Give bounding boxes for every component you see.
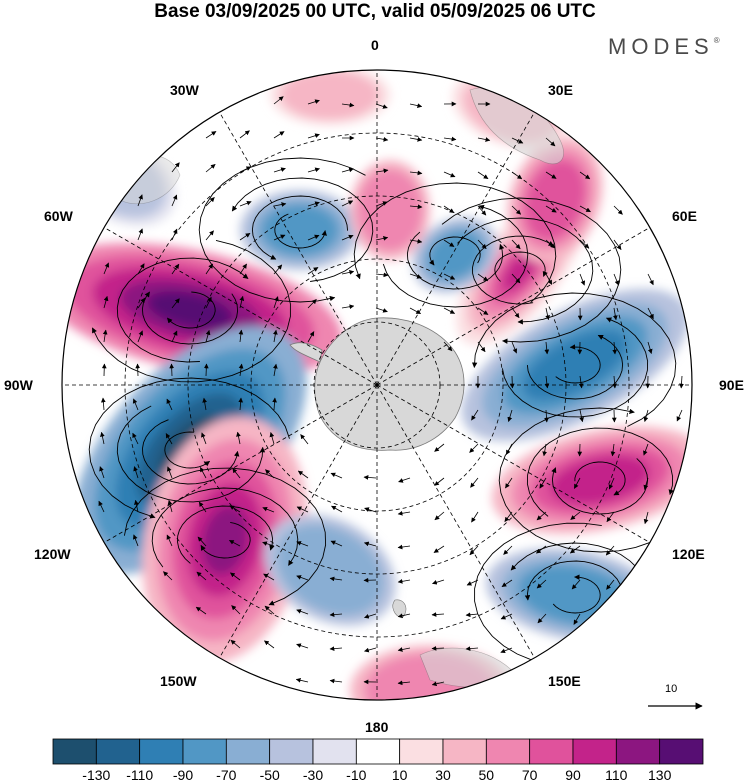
colorbar — [53, 739, 703, 764]
colorbar-swatch — [270, 739, 313, 764]
colorbar-tick-label: -10 — [346, 767, 366, 783]
reference-vector-label: 10 — [665, 683, 677, 695]
colorbar-swatch — [660, 739, 703, 764]
colorbar-tick-label: -30 — [303, 767, 323, 783]
polar-map — [0, 0, 750, 783]
modes-logo: MODES® — [608, 34, 720, 60]
colorbar-swatch — [486, 739, 529, 764]
brand-text: MODES — [608, 34, 714, 59]
colorbar-swatch — [313, 739, 356, 764]
colorbar-tick-label: 130 — [648, 767, 671, 783]
colorbar-swatch — [226, 739, 269, 764]
colorbar-tick-label: 110 — [605, 767, 627, 783]
lon-label-60e: 60E — [672, 208, 697, 224]
colorbar-tick-label: 90 — [565, 767, 581, 783]
lon-label-180: 180 — [365, 719, 388, 735]
colorbar-swatch — [400, 739, 443, 764]
lon-label-0: 0 — [371, 37, 379, 53]
registered-mark: ® — [714, 36, 720, 45]
flow-arrow — [206, 364, 207, 376]
colorbar-tick-label: -50 — [260, 767, 280, 783]
colorbar-tick-label: -70 — [216, 767, 236, 783]
colorbar-swatch — [573, 739, 616, 764]
lon-label-150e: 150E — [548, 673, 581, 689]
lon-label-120w: 120W — [34, 546, 71, 562]
flow-arrow — [172, 364, 173, 376]
colorbar-swatch — [140, 739, 183, 764]
colorbar-tick-label: 70 — [522, 767, 538, 783]
lon-label-30e: 30E — [548, 82, 573, 98]
lon-label-30w: 30W — [170, 82, 199, 98]
lon-label-150w: 150W — [160, 673, 197, 689]
colorbar-swatch — [96, 739, 139, 764]
lon-label-90e: 90E — [719, 377, 744, 393]
colorbar-tick-label: -90 — [173, 767, 193, 783]
lon-label-120e: 120E — [672, 546, 705, 562]
colorbar-swatch — [53, 739, 96, 764]
colorbar-swatch — [183, 739, 226, 764]
colorbar-tick-label: 10 — [392, 767, 408, 783]
colorbar-tick-label: -130 — [82, 767, 110, 783]
colorbar-swatch — [356, 739, 399, 764]
colorbar-tick-label: 30 — [435, 767, 451, 783]
colorbar-swatch — [443, 739, 486, 764]
flow-arrow — [138, 364, 139, 376]
colorbar-tick-label: 50 — [479, 767, 495, 783]
chart-title: Base 03/09/2025 00 UTC, valid 05/09/2025… — [0, 0, 750, 24]
colorbar-tick-label: -110 — [126, 767, 153, 783]
anomaly-contour — [281, 70, 379, 119]
lon-label-60w: 60W — [44, 208, 73, 224]
lon-label-90w: 90W — [4, 377, 33, 393]
colorbar-swatch — [616, 739, 659, 764]
colorbar-swatch — [530, 739, 573, 764]
